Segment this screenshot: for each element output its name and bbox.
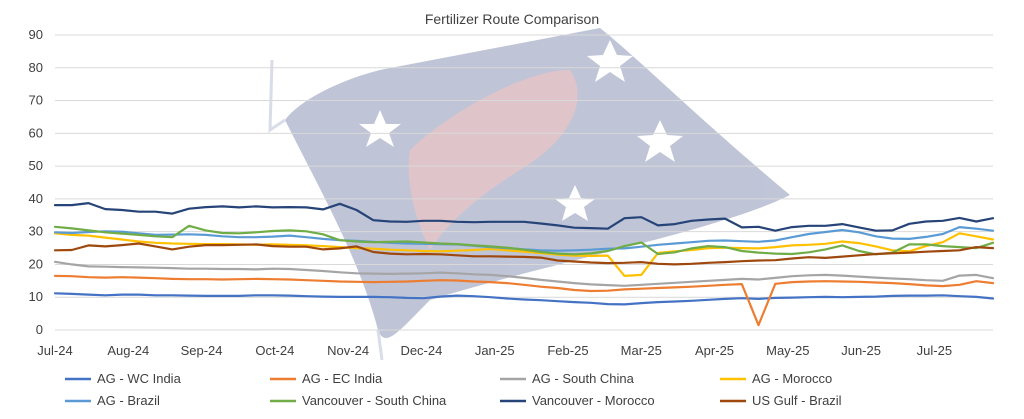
legend-label: AG - EC India — [302, 371, 383, 386]
legend: AG - WC India AG - EC India AG - South Chi… — [65, 371, 842, 408]
y-tick-label: 10 — [29, 289, 43, 304]
x-tick-label: Mar-25 — [621, 343, 662, 358]
x-tick-label: Apr-25 — [695, 343, 734, 358]
x-tick-label: Aug-24 — [107, 343, 149, 358]
x-tick-label: Jan-25 — [475, 343, 515, 358]
x-tick-label: Dec-24 — [400, 343, 442, 358]
x-tick-label: Sep-24 — [181, 343, 223, 358]
x-axis-tick-labels: Jul-24 Aug-24 Sep-24 Oct-24 Nov-24 Dec-24 Jan-… — [37, 343, 952, 358]
legend-label: US Gulf - Brazil — [752, 393, 842, 408]
legend-label: Vancouver - South China — [302, 393, 447, 408]
x-tick-label: Jul-24 — [37, 343, 72, 358]
y-tick-label: 50 — [29, 158, 43, 173]
chart-title: Fertilizer Route Comparison — [425, 11, 599, 27]
y-tick-label: 80 — [29, 60, 43, 75]
watermark-logo — [268, 28, 790, 361]
x-tick-label: Jun-25 — [841, 343, 881, 358]
y-tick-label: 90 — [29, 27, 43, 42]
series-line-vancouver-morocco — [53, 202, 995, 232]
y-tick-label: 30 — [29, 224, 43, 239]
legend-label: AG - South China — [532, 371, 635, 386]
y-tick-label: 20 — [29, 256, 43, 271]
series-line-ag-ec-india — [53, 274, 995, 327]
x-tick-label: May-25 — [766, 343, 809, 358]
y-axis-tick-labels: 0 10 20 30 40 50 60 70 80 90 — [29, 27, 43, 337]
legend-label: AG - Brazil — [97, 393, 160, 408]
y-tick-label: 0 — [36, 322, 43, 337]
legend-label: Vancouver - Morocco — [532, 393, 655, 408]
series-line-ag-south-china — [53, 260, 995, 287]
x-tick-label: Oct-24 — [255, 343, 294, 358]
legend-label: AG - Morocco — [752, 371, 832, 386]
x-tick-label: Nov-24 — [327, 343, 369, 358]
series-line-vancouver-south-china — [53, 224, 995, 256]
y-tick-label: 40 — [29, 191, 43, 206]
y-tick-label: 60 — [29, 125, 43, 140]
y-tick-label: 70 — [29, 93, 43, 108]
x-tick-label: Jul-25 — [917, 343, 952, 358]
x-tick-label: Feb-25 — [547, 343, 588, 358]
series-line-us-gulf-brazil — [53, 242, 995, 266]
series-lines — [53, 202, 995, 327]
legend-label: AG - WC India — [97, 371, 182, 386]
y-gridlines — [55, 34, 993, 331]
series-line-ag-wc-india — [53, 292, 995, 306]
